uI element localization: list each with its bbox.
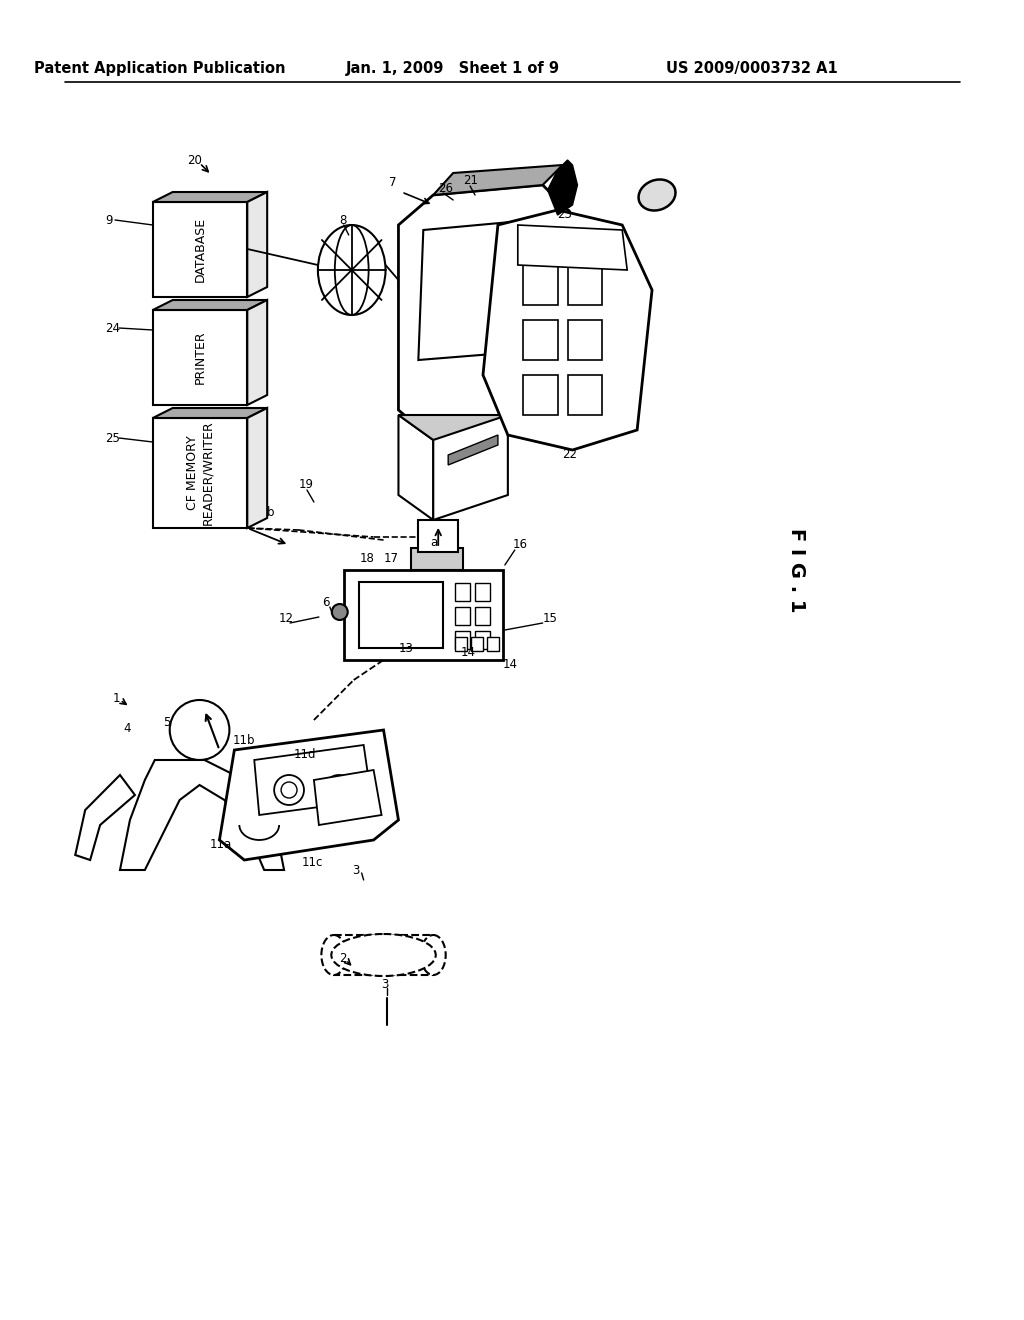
Polygon shape xyxy=(153,191,267,202)
Ellipse shape xyxy=(639,180,676,210)
Polygon shape xyxy=(487,638,499,651)
Text: 14: 14 xyxy=(503,659,518,672)
Polygon shape xyxy=(247,191,267,297)
Text: 13: 13 xyxy=(398,642,414,655)
Text: DATABASE: DATABASE xyxy=(194,216,207,282)
Polygon shape xyxy=(153,310,247,405)
Ellipse shape xyxy=(421,935,445,975)
Text: F I G . 1: F I G . 1 xyxy=(786,528,806,612)
Polygon shape xyxy=(419,520,458,552)
Polygon shape xyxy=(153,418,247,528)
Text: 2: 2 xyxy=(339,952,346,965)
Text: 11b: 11b xyxy=(232,734,255,747)
Text: Jan. 1, 2009   Sheet 1 of 9: Jan. 1, 2009 Sheet 1 of 9 xyxy=(346,61,560,75)
Circle shape xyxy=(170,700,229,760)
Polygon shape xyxy=(518,224,627,271)
Text: 8: 8 xyxy=(339,214,346,227)
Polygon shape xyxy=(567,319,602,360)
Polygon shape xyxy=(523,375,558,414)
Polygon shape xyxy=(455,631,470,649)
Polygon shape xyxy=(398,414,433,520)
Polygon shape xyxy=(247,300,267,405)
Polygon shape xyxy=(247,408,267,528)
Polygon shape xyxy=(567,265,602,305)
Text: 1: 1 xyxy=(113,692,121,705)
Polygon shape xyxy=(433,165,562,195)
Text: 11a: 11a xyxy=(210,838,231,851)
Polygon shape xyxy=(475,583,489,601)
Ellipse shape xyxy=(332,935,436,975)
Text: 11d: 11d xyxy=(294,748,316,762)
Polygon shape xyxy=(358,582,443,648)
Text: 12: 12 xyxy=(280,611,294,624)
Polygon shape xyxy=(449,436,498,465)
Polygon shape xyxy=(455,607,470,624)
Text: 18: 18 xyxy=(359,552,375,565)
Polygon shape xyxy=(548,160,578,215)
Polygon shape xyxy=(433,414,508,520)
Polygon shape xyxy=(475,607,489,624)
Text: 20: 20 xyxy=(187,153,203,166)
Polygon shape xyxy=(314,770,382,825)
Text: PRINTER: PRINTER xyxy=(194,331,207,384)
Text: 17: 17 xyxy=(384,552,398,565)
Polygon shape xyxy=(334,935,433,975)
Text: 24: 24 xyxy=(105,322,120,334)
Text: 16: 16 xyxy=(513,539,527,552)
Text: Patent Application Publication: Patent Application Publication xyxy=(34,61,286,75)
Polygon shape xyxy=(398,414,543,440)
Text: 22: 22 xyxy=(562,449,578,462)
Polygon shape xyxy=(419,220,543,360)
Text: 11c: 11c xyxy=(302,855,324,869)
Polygon shape xyxy=(398,185,578,440)
Text: CF MEMORY
READER/WRITER: CF MEMORY READER/WRITER xyxy=(186,421,214,525)
Ellipse shape xyxy=(322,935,346,975)
Polygon shape xyxy=(153,408,267,418)
Polygon shape xyxy=(455,638,467,651)
Polygon shape xyxy=(344,570,503,660)
Polygon shape xyxy=(219,730,398,861)
Text: 3: 3 xyxy=(351,863,359,876)
Polygon shape xyxy=(153,300,267,310)
Text: 5: 5 xyxy=(163,715,170,729)
Polygon shape xyxy=(75,775,135,861)
Text: 14: 14 xyxy=(461,645,476,659)
Polygon shape xyxy=(254,744,372,814)
Text: 15: 15 xyxy=(543,611,557,624)
Polygon shape xyxy=(240,800,309,850)
Text: a: a xyxy=(430,536,437,549)
Text: 21: 21 xyxy=(463,174,478,187)
Text: 26: 26 xyxy=(438,181,454,194)
Polygon shape xyxy=(523,319,558,360)
Text: 6: 6 xyxy=(322,595,330,609)
Polygon shape xyxy=(475,631,489,649)
Polygon shape xyxy=(567,375,602,414)
Text: 4: 4 xyxy=(123,722,130,734)
Polygon shape xyxy=(483,210,652,450)
Polygon shape xyxy=(455,583,470,601)
Polygon shape xyxy=(412,548,463,570)
Text: 25: 25 xyxy=(105,432,120,445)
Text: 3: 3 xyxy=(382,978,389,991)
Text: 19: 19 xyxy=(299,479,314,491)
Polygon shape xyxy=(153,202,247,297)
Text: 23: 23 xyxy=(558,209,572,222)
Polygon shape xyxy=(471,638,483,651)
Polygon shape xyxy=(523,265,558,305)
Text: US 2009/0003732 A1: US 2009/0003732 A1 xyxy=(666,61,838,75)
Text: 9: 9 xyxy=(105,214,113,227)
Text: b: b xyxy=(267,506,274,519)
Text: 7: 7 xyxy=(388,177,396,190)
Polygon shape xyxy=(120,760,284,870)
Circle shape xyxy=(332,605,348,620)
